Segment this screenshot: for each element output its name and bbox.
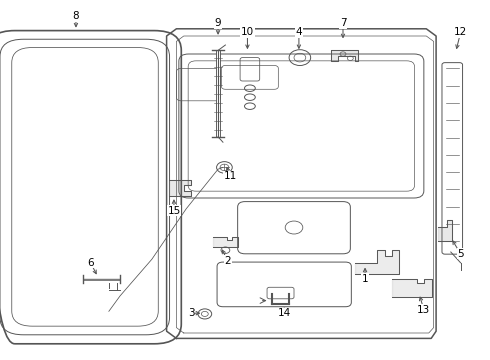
Polygon shape (213, 237, 238, 247)
Text: 2: 2 (224, 256, 231, 266)
Text: 14: 14 (277, 308, 291, 318)
Text: 4: 4 (295, 27, 302, 37)
Polygon shape (331, 50, 358, 61)
Text: 15: 15 (167, 206, 181, 216)
Circle shape (217, 162, 232, 173)
Text: 8: 8 (73, 11, 79, 21)
Text: 3: 3 (188, 308, 195, 318)
Text: 6: 6 (87, 258, 94, 268)
Text: 11: 11 (223, 171, 237, 181)
Polygon shape (438, 220, 452, 241)
Text: 1: 1 (362, 274, 368, 284)
Text: 9: 9 (215, 18, 221, 28)
Text: 7: 7 (340, 18, 346, 28)
Text: 13: 13 (417, 305, 431, 315)
Polygon shape (392, 279, 432, 297)
Text: 5: 5 (457, 249, 464, 259)
Text: 12: 12 (454, 27, 467, 37)
Text: 10: 10 (241, 27, 254, 37)
Polygon shape (169, 180, 191, 196)
Polygon shape (355, 250, 399, 274)
